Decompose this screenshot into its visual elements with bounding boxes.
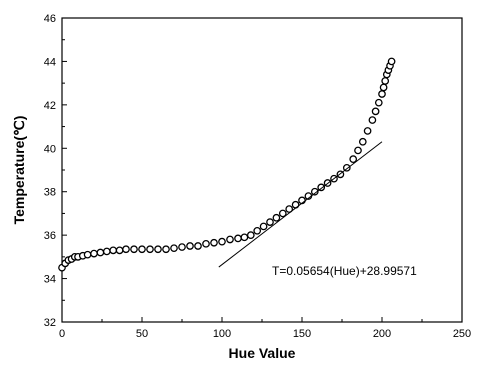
data-point bbox=[122, 245, 130, 254]
data-point bbox=[202, 239, 210, 248]
data-point bbox=[381, 77, 390, 85]
data-point bbox=[253, 226, 262, 235]
data-point bbox=[363, 127, 372, 135]
data-point bbox=[317, 183, 326, 192]
data-point bbox=[234, 234, 242, 243]
y-tick-label: 32 bbox=[44, 317, 56, 329]
data-point bbox=[354, 146, 362, 155]
y-tick-label: 44 bbox=[44, 56, 56, 68]
data-point bbox=[210, 238, 218, 247]
x-tick-label: 0 bbox=[59, 328, 65, 340]
y-axis-label: Temperature(℃) bbox=[11, 116, 27, 225]
data-point bbox=[285, 205, 294, 213]
x-axis-label: Hue Value bbox=[229, 345, 296, 361]
data-point bbox=[170, 244, 178, 253]
data-point bbox=[378, 90, 386, 98]
data-point bbox=[218, 237, 226, 246]
y-axis-ticks: 32 34 36 38 40 42 44 46 bbox=[44, 13, 67, 329]
data-point bbox=[266, 218, 274, 226]
data-point bbox=[374, 98, 383, 107]
y-tick-label: 42 bbox=[44, 100, 56, 112]
x-axis-ticks: 0 50 100 150 200 250 bbox=[59, 317, 471, 340]
y-tick-label: 40 bbox=[44, 143, 56, 155]
x-tick-label: 200 bbox=[373, 328, 391, 340]
data-point bbox=[186, 242, 194, 250]
y-tick-label: 34 bbox=[44, 274, 56, 286]
x-tick-label: 150 bbox=[293, 328, 311, 340]
data-point bbox=[358, 137, 367, 146]
data-point bbox=[272, 213, 281, 222]
data-point bbox=[349, 155, 358, 163]
x-tick-label: 100 bbox=[213, 328, 231, 340]
data-point bbox=[146, 245, 154, 254]
data-point bbox=[259, 222, 268, 231]
data-point bbox=[83, 250, 92, 259]
data-point bbox=[278, 209, 287, 218]
data-point bbox=[115, 246, 124, 255]
data-point bbox=[90, 249, 98, 258]
y-tick-label: 38 bbox=[44, 187, 56, 199]
y-tick-label: 46 bbox=[44, 13, 56, 25]
data-point bbox=[130, 245, 138, 254]
y-tick-label: 36 bbox=[44, 230, 56, 242]
data-point bbox=[240, 233, 249, 242]
data-point bbox=[162, 245, 170, 254]
data-point bbox=[102, 247, 111, 256]
data-point bbox=[226, 235, 234, 244]
data-point bbox=[194, 242, 202, 250]
data-point bbox=[96, 248, 105, 257]
data-point bbox=[368, 116, 377, 124]
data-points bbox=[58, 57, 396, 272]
data-point bbox=[371, 107, 380, 116]
x-tick-label: 50 bbox=[136, 328, 148, 340]
fit-line bbox=[218, 141, 383, 268]
data-point bbox=[310, 187, 319, 196]
data-point bbox=[109, 246, 118, 255]
data-point bbox=[178, 243, 186, 251]
x-tick-label: 250 bbox=[453, 328, 471, 340]
data-point bbox=[154, 245, 162, 254]
data-point bbox=[387, 57, 396, 66]
data-point bbox=[379, 83, 388, 92]
data-point bbox=[138, 245, 146, 254]
data-point bbox=[246, 231, 255, 239]
fit-equation-annotation: T=0.05654(Hue)+28.99571 bbox=[272, 264, 417, 278]
